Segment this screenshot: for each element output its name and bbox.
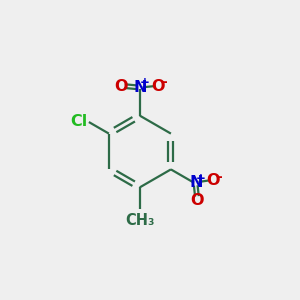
Text: N: N — [189, 175, 202, 190]
Text: Cl: Cl — [70, 114, 87, 129]
Text: O: O — [151, 79, 165, 94]
Text: CH₃: CH₃ — [125, 213, 154, 228]
Text: +: + — [140, 76, 149, 89]
Text: O: O — [114, 79, 128, 94]
Text: O: O — [206, 173, 220, 188]
Text: +: + — [195, 172, 205, 185]
Text: -: - — [216, 170, 222, 184]
Text: N: N — [133, 80, 147, 95]
Text: O: O — [190, 193, 204, 208]
Text: -: - — [161, 75, 167, 89]
